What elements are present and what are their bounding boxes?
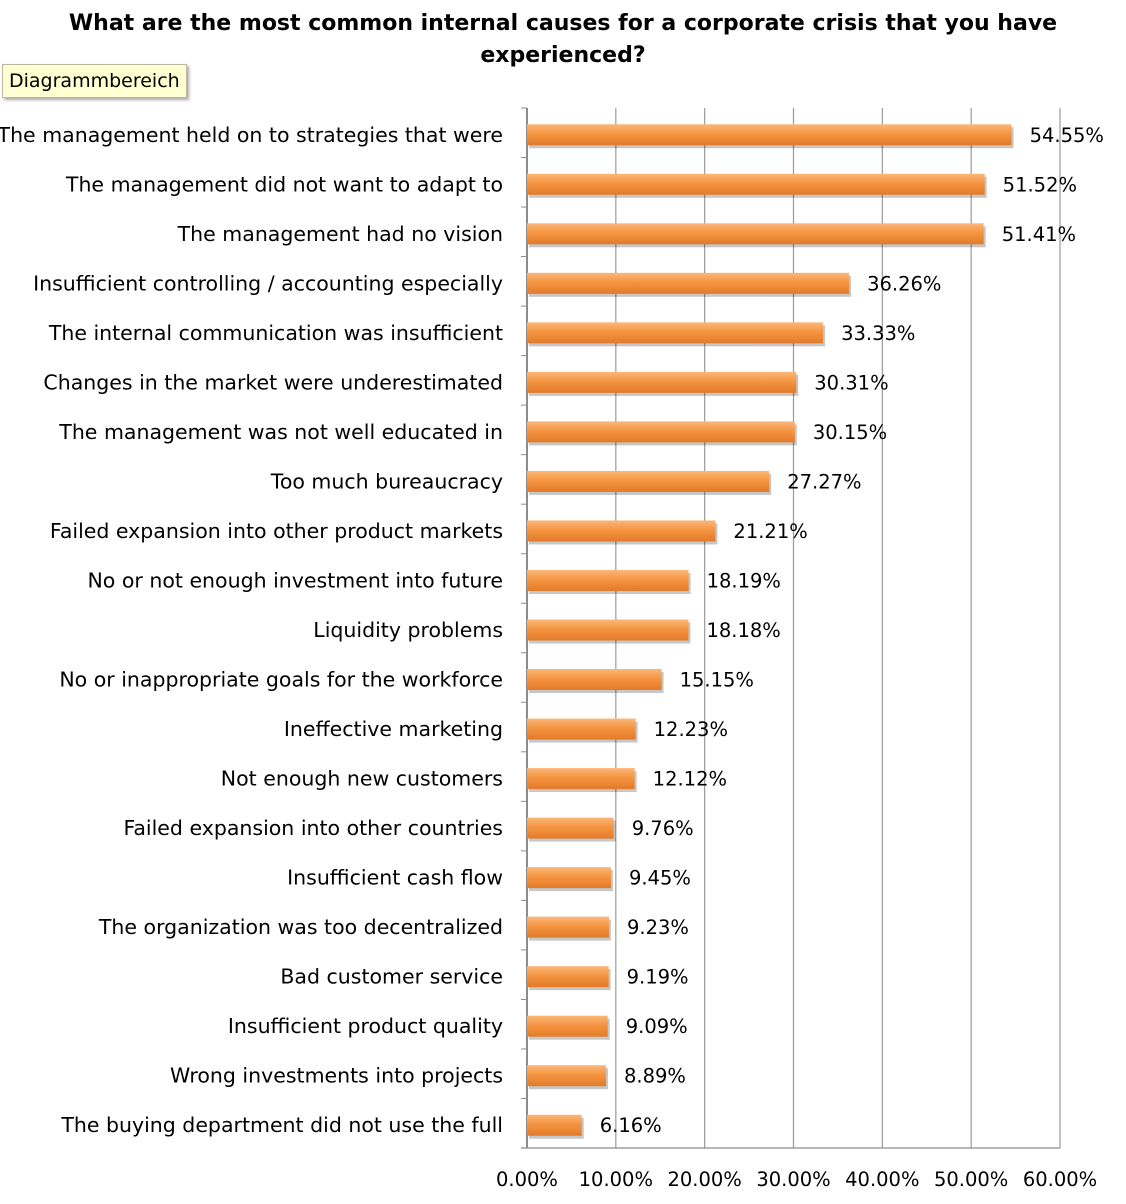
x-tick-label: 20.00% bbox=[667, 1168, 741, 1191]
category-label: Wrong investments into projects bbox=[170, 1064, 503, 1088]
data-label: 51.52% bbox=[1003, 173, 1077, 196]
bar[interactable] bbox=[527, 173, 985, 195]
category-label: The management was not well educated in bbox=[58, 420, 503, 444]
category-label: The management did not want to adapt to bbox=[65, 172, 503, 196]
data-label: 12.23% bbox=[654, 718, 728, 741]
data-label: 54.55% bbox=[1030, 124, 1104, 147]
x-tick-label: 10.00% bbox=[579, 1168, 653, 1191]
category-label: The internal communication was insuffici… bbox=[48, 321, 503, 345]
category-label: No or not enough investment into future bbox=[87, 568, 503, 592]
bar[interactable] bbox=[527, 867, 611, 889]
chart-area-tooltip: Diagrammbereich bbox=[2, 64, 187, 98]
bar[interactable] bbox=[527, 619, 689, 641]
bar[interactable] bbox=[527, 124, 1012, 146]
bar[interactable] bbox=[527, 966, 609, 988]
bar[interactable] bbox=[527, 223, 984, 245]
category-label: Ineffective marketing bbox=[284, 717, 503, 741]
category-label: No or inappropriate goals for the workfo… bbox=[59, 668, 503, 692]
category-label: The management held on to strategies tha… bbox=[0, 123, 503, 147]
category-label: Changes in the market were underestimate… bbox=[43, 370, 503, 394]
data-label: 33.33% bbox=[841, 322, 915, 345]
category-label: Failed expansion into other countries bbox=[123, 816, 503, 840]
category-label: The management had no vision bbox=[177, 222, 503, 246]
x-tick-label: 40.00% bbox=[845, 1168, 919, 1191]
category-label: Not enough new customers bbox=[221, 767, 503, 791]
x-tick-label: 50.00% bbox=[934, 1168, 1008, 1191]
bar[interactable] bbox=[527, 768, 635, 790]
data-label: 6.16% bbox=[600, 1114, 662, 1137]
data-label: 8.89% bbox=[624, 1065, 686, 1088]
chart-title: What are the most common internal causes… bbox=[0, 8, 1126, 72]
category-label: The organization was too decentralized bbox=[98, 915, 503, 939]
category-label: Failed expansion into other product mark… bbox=[50, 519, 503, 543]
data-label: 9.19% bbox=[627, 966, 689, 989]
bar[interactable] bbox=[527, 371, 797, 393]
data-label: 27.27% bbox=[787, 470, 861, 493]
data-labels: 54.55% 51.52% 51.41% 36.26% 33.33% 30.31% 30.1… bbox=[600, 124, 1104, 1137]
bar[interactable] bbox=[527, 1065, 606, 1087]
x-axis-ticks: 0.00% 10.00% 20.00% 30.00% 40.00% 50.00% 60.00… bbox=[496, 1168, 1097, 1191]
bar[interactable] bbox=[527, 669, 662, 691]
category-label: Bad customer service bbox=[280, 965, 503, 989]
chart-title-line-1: What are the most common internal causes… bbox=[68, 11, 1058, 36]
data-label: 18.19% bbox=[707, 569, 781, 592]
bar[interactable] bbox=[527, 916, 609, 938]
category-label: The buying department did not use the fu… bbox=[60, 1113, 503, 1137]
x-tick-label: 30.00% bbox=[756, 1168, 830, 1191]
data-label: 30.31% bbox=[814, 371, 888, 394]
bar[interactable] bbox=[527, 1015, 608, 1037]
x-tick-label: 0.00% bbox=[496, 1168, 558, 1191]
category-label: Insufficient cash flow bbox=[287, 866, 503, 890]
data-label: 15.15% bbox=[680, 669, 754, 692]
bar[interactable] bbox=[527, 470, 770, 492]
bar[interactable] bbox=[527, 1114, 582, 1136]
data-label: 9.76% bbox=[632, 817, 694, 840]
chart-title-line-2: experienced? bbox=[480, 43, 646, 68]
data-label: 9.23% bbox=[627, 916, 689, 939]
category-label: Insufficient controlling / accounting es… bbox=[33, 271, 503, 295]
data-label: 36.26% bbox=[867, 272, 941, 295]
category-label: Too much bureaucracy bbox=[270, 469, 503, 493]
category-labels: The management held on to strategies tha… bbox=[0, 123, 503, 1137]
bar[interactable] bbox=[527, 520, 716, 542]
category-label: Liquidity problems bbox=[313, 618, 503, 642]
bar[interactable] bbox=[527, 421, 795, 443]
data-label: 9.45% bbox=[629, 867, 691, 890]
data-label: 18.18% bbox=[706, 619, 780, 642]
bars bbox=[527, 124, 1014, 1139]
data-label: 30.15% bbox=[813, 421, 887, 444]
data-label: 21.21% bbox=[733, 520, 807, 543]
data-label: 12.12% bbox=[653, 768, 727, 791]
bar[interactable] bbox=[527, 718, 636, 740]
bar[interactable] bbox=[527, 817, 614, 839]
bar[interactable] bbox=[527, 569, 689, 591]
category-label: Insufficient product quality bbox=[228, 1014, 503, 1038]
data-label: 9.09% bbox=[626, 1015, 688, 1038]
x-tick-label: 60.00% bbox=[1023, 1168, 1097, 1191]
data-label: 51.41% bbox=[1002, 223, 1076, 246]
bar[interactable] bbox=[527, 272, 850, 294]
bar[interactable] bbox=[527, 322, 824, 344]
